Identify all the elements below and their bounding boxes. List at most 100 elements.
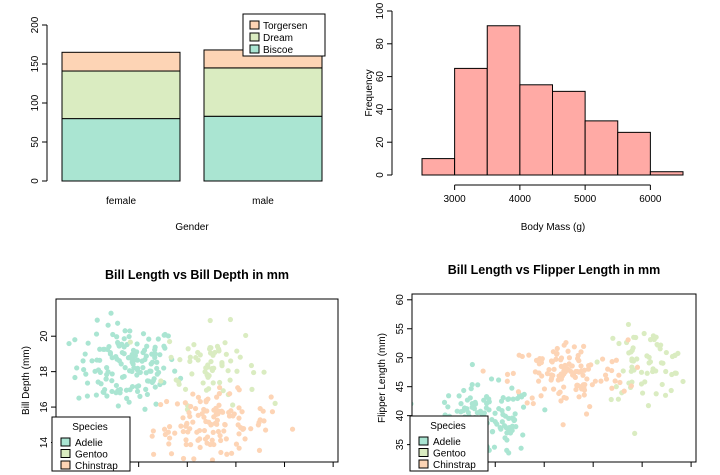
point-gentoo (249, 386, 255, 392)
y-tick-label: 35 (395, 439, 406, 451)
point-chinstrap (529, 395, 535, 401)
point-gentoo (669, 353, 676, 360)
point-adelie (519, 394, 525, 400)
point-adelie (156, 369, 162, 376)
point-adelie (140, 331, 147, 337)
point-adelie (172, 368, 178, 374)
point-chinstrap (578, 386, 585, 392)
point-gentoo (222, 340, 228, 346)
point-gentoo (655, 342, 661, 348)
point-gentoo (230, 402, 236, 408)
legend-swatch (249, 44, 260, 54)
point-chinstrap (575, 352, 581, 359)
point-chinstrap (598, 378, 604, 384)
point-chinstrap (211, 441, 217, 448)
point-gentoo (663, 349, 669, 356)
point-chinstrap (268, 394, 274, 400)
point-adelie (76, 395, 82, 401)
point-chinstrap (178, 423, 184, 429)
point-adelie (80, 358, 86, 364)
gender-island-barplot: 0 50 100 150 200 female male Gender TorgersenDre… (30, 13, 326, 233)
point-adelie (109, 355, 115, 361)
point-chinstrap (172, 430, 178, 436)
point-adelie (477, 409, 483, 416)
point-adelie (104, 365, 110, 371)
point-adelie (66, 340, 72, 347)
x-tick-label: 3000 (444, 194, 467, 205)
point-gentoo (638, 369, 645, 375)
point-chinstrap (218, 437, 224, 444)
point-gentoo (189, 371, 195, 377)
point-chinstrap (202, 436, 209, 442)
point-chinstrap (538, 359, 545, 366)
point-chinstrap (197, 444, 203, 451)
legend-entry: Biscoe (263, 45, 293, 56)
point-chinstrap (504, 371, 511, 377)
point-adelie (122, 328, 128, 334)
histogram-bar (421, 158, 456, 176)
point-adelie (127, 328, 133, 334)
point-adelie (129, 359, 135, 365)
point-adelie (109, 371, 115, 377)
point-adelie (154, 359, 160, 365)
point-adelie (97, 346, 103, 352)
legend-swatch (249, 32, 260, 42)
point-gentoo (630, 345, 636, 351)
point-gentoo (216, 346, 222, 352)
point-gentoo (613, 384, 619, 390)
point-gentoo (176, 381, 182, 387)
point-chinstrap (587, 403, 593, 410)
point-gentoo (626, 350, 632, 356)
point-chinstrap (612, 378, 618, 384)
point-adelie (143, 370, 149, 376)
point-adelie (72, 374, 78, 381)
point-chinstrap (215, 428, 222, 435)
y-tick-label: 45 (395, 381, 406, 393)
point-adelie (143, 386, 149, 392)
point-adelie (115, 403, 121, 409)
legend-swatch (418, 459, 429, 469)
point-chinstrap (565, 348, 571, 354)
point-adelie (115, 320, 121, 326)
point-chinstrap (236, 431, 242, 437)
point-adelie (74, 365, 80, 371)
point-chinstrap (289, 426, 296, 432)
point-gentoo (644, 370, 650, 376)
y-axis-label: Frequency (364, 69, 375, 116)
point-adelie (157, 352, 163, 358)
point-gentoo (225, 368, 231, 374)
y-tick-label: 40 (395, 410, 406, 422)
point-gentoo (223, 351, 229, 357)
point-chinstrap (602, 372, 609, 378)
point-adelie (153, 401, 159, 407)
point-adelie (481, 410, 487, 416)
point-adelie (505, 396, 511, 402)
point-chinstrap (183, 437, 189, 443)
point-gentoo (234, 348, 240, 354)
point-gentoo (237, 354, 243, 360)
point-adelie (109, 388, 115, 395)
point-chinstrap (256, 419, 262, 426)
point-adelie (122, 365, 128, 371)
point-adelie (514, 395, 521, 402)
point-adelie (446, 393, 452, 399)
point-adelie (142, 406, 148, 412)
point-gentoo (616, 340, 622, 347)
y-tick-label: 100 (375, 2, 386, 19)
point-adelie (130, 347, 137, 353)
point-gentoo (663, 368, 669, 375)
point-adelie (481, 397, 487, 403)
point-gentoo (206, 373, 212, 379)
point-chinstrap (572, 374, 578, 380)
point-gentoo (615, 396, 621, 402)
point-chinstrap (198, 464, 203, 469)
point-adelie (134, 388, 141, 394)
point-chinstrap (215, 411, 221, 417)
point-adelie (121, 336, 127, 342)
point-gentoo (680, 378, 686, 385)
point-chinstrap (217, 433, 223, 439)
point-chinstrap (578, 363, 584, 369)
point-chinstrap (262, 427, 269, 433)
point-adelie (72, 337, 78, 343)
point-chinstrap (187, 413, 193, 420)
